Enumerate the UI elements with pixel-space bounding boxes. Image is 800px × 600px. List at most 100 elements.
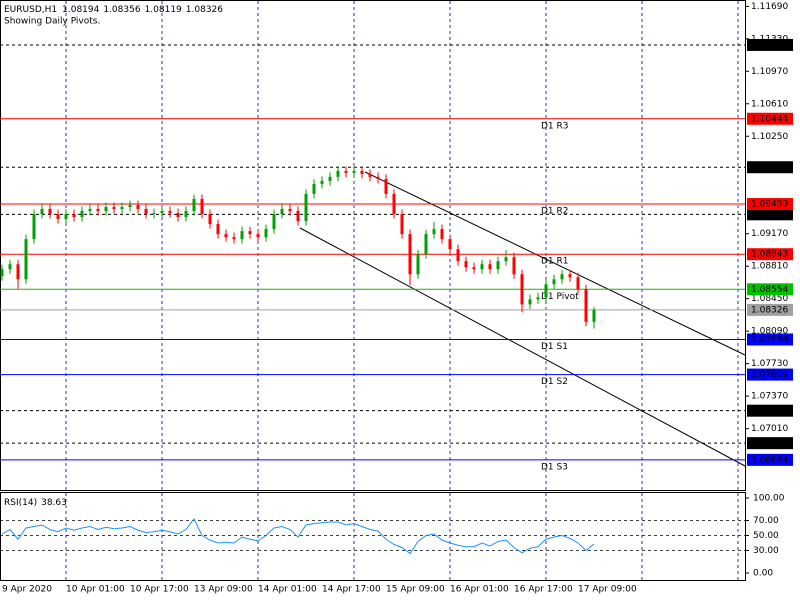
candle-body <box>152 213 156 215</box>
rsi-tick-label: 70.00 <box>753 516 779 526</box>
candle-body <box>568 274 572 278</box>
candle-body <box>448 239 452 250</box>
last-open: 1.08194 <box>62 5 99 15</box>
rsi-tick-label: 100.00 <box>753 494 785 504</box>
candle-body <box>496 261 500 270</box>
candle-body <box>104 207 108 211</box>
price-label: 1.08326 <box>751 305 788 315</box>
price-label-box <box>747 248 793 261</box>
candle-body <box>512 257 516 275</box>
rsi-label: RSI(14) <box>4 498 37 508</box>
pivot-label: D1 S1 <box>541 342 568 352</box>
candle-body <box>72 214 76 218</box>
candle-body <box>216 224 220 235</box>
candle-body <box>200 198 204 215</box>
candle-body <box>360 170 364 174</box>
candle-body <box>136 205 140 209</box>
candle-body <box>368 173 372 177</box>
candle-body <box>232 237 236 240</box>
candle-body <box>40 208 44 215</box>
x-tick-label: 10 Apr 17:00 <box>130 585 189 595</box>
candle-body <box>488 264 492 270</box>
y-tick-label: 1.11690 <box>751 2 788 12</box>
main-panel <box>0 0 746 491</box>
candle-body <box>288 208 292 211</box>
candle-body <box>168 210 172 214</box>
candle-body <box>392 193 396 215</box>
price-label: 1.09907 <box>751 163 788 173</box>
rsi-panel <box>0 492 746 581</box>
y-tick-label: 1.10610 <box>751 99 788 109</box>
last-low: 1.08119 <box>145 5 182 15</box>
rsi-tick-label: 0.00 <box>753 569 773 579</box>
candle-body <box>424 234 428 255</box>
y-tick-label: 1.10250 <box>751 132 788 142</box>
y-tick-label: 1.07730 <box>751 359 788 369</box>
candle-body <box>144 208 148 215</box>
rsi-header: RSI(14) 38.63 <box>4 498 67 508</box>
candle-body <box>192 198 196 211</box>
x-tick-label: 15 Apr 09:00 <box>386 585 445 595</box>
candle-body <box>344 170 348 173</box>
y-tick-label: 1.08090 <box>751 327 788 337</box>
price-label-box <box>747 198 793 211</box>
x-tick-label: 17 Apr 09:00 <box>578 585 637 595</box>
price-label: 1.07998 <box>751 335 788 345</box>
channel-upper <box>364 171 746 356</box>
candle-body <box>16 264 20 280</box>
candle-body <box>8 264 12 270</box>
y-tick-label: 1.09170 <box>751 229 788 239</box>
rsi-last: 38.63 <box>41 498 67 508</box>
candle-body <box>160 210 164 214</box>
price-label-box <box>747 453 793 466</box>
pivot-label: D1 Pivot <box>541 292 579 302</box>
channel-lower <box>299 227 746 467</box>
price-label: 1.09499 <box>751 200 788 210</box>
price-label: 1.08554 <box>751 285 788 295</box>
price-label: 1.07609 <box>751 370 788 380</box>
price-label: 1.10444 <box>751 114 788 124</box>
candle-body <box>504 257 508 262</box>
last-close: 1.08326 <box>186 5 223 15</box>
candle-body <box>464 261 468 268</box>
candle-body <box>536 297 540 300</box>
symbol: EURUSD,H1 <box>4 5 57 15</box>
candle-body <box>520 274 524 305</box>
pivot-label: D1 R2 <box>541 207 569 217</box>
y-tick-label: 1.08450 <box>751 294 788 304</box>
candle-body <box>552 279 556 285</box>
candle-body <box>416 254 420 275</box>
candle-body <box>48 208 52 215</box>
price-label-box <box>747 437 793 450</box>
candle-body <box>280 208 284 215</box>
candle-body <box>408 234 412 275</box>
candle-body <box>184 210 188 218</box>
y-tick-label: 1.07370 <box>751 392 788 402</box>
candle-body <box>112 207 116 209</box>
price-label-box <box>747 303 793 316</box>
candle-body <box>88 208 92 211</box>
candle-body <box>432 229 436 235</box>
candle-body <box>376 176 380 179</box>
candle-body <box>0 269 4 277</box>
chart-subtitle: Showing Daily Pivots. <box>4 17 100 27</box>
price-label-box <box>747 333 793 346</box>
candle-body <box>32 214 36 240</box>
price-label: 1.07209 <box>751 406 788 416</box>
price-label-box <box>747 368 793 381</box>
candle-body <box>64 214 68 220</box>
candle-body <box>208 214 212 225</box>
y-tick-label: 1.10970 <box>751 67 788 77</box>
rsi-line <box>1 518 595 555</box>
candle-body <box>256 234 260 238</box>
candle-body <box>304 193 308 222</box>
candle-body <box>80 210 84 218</box>
candle-body <box>240 231 244 240</box>
pivot-label: D1 R1 <box>541 257 569 267</box>
candle-body <box>584 289 588 322</box>
candle-body <box>96 208 100 211</box>
price-label-box <box>747 283 793 296</box>
price-label-box <box>747 161 793 174</box>
